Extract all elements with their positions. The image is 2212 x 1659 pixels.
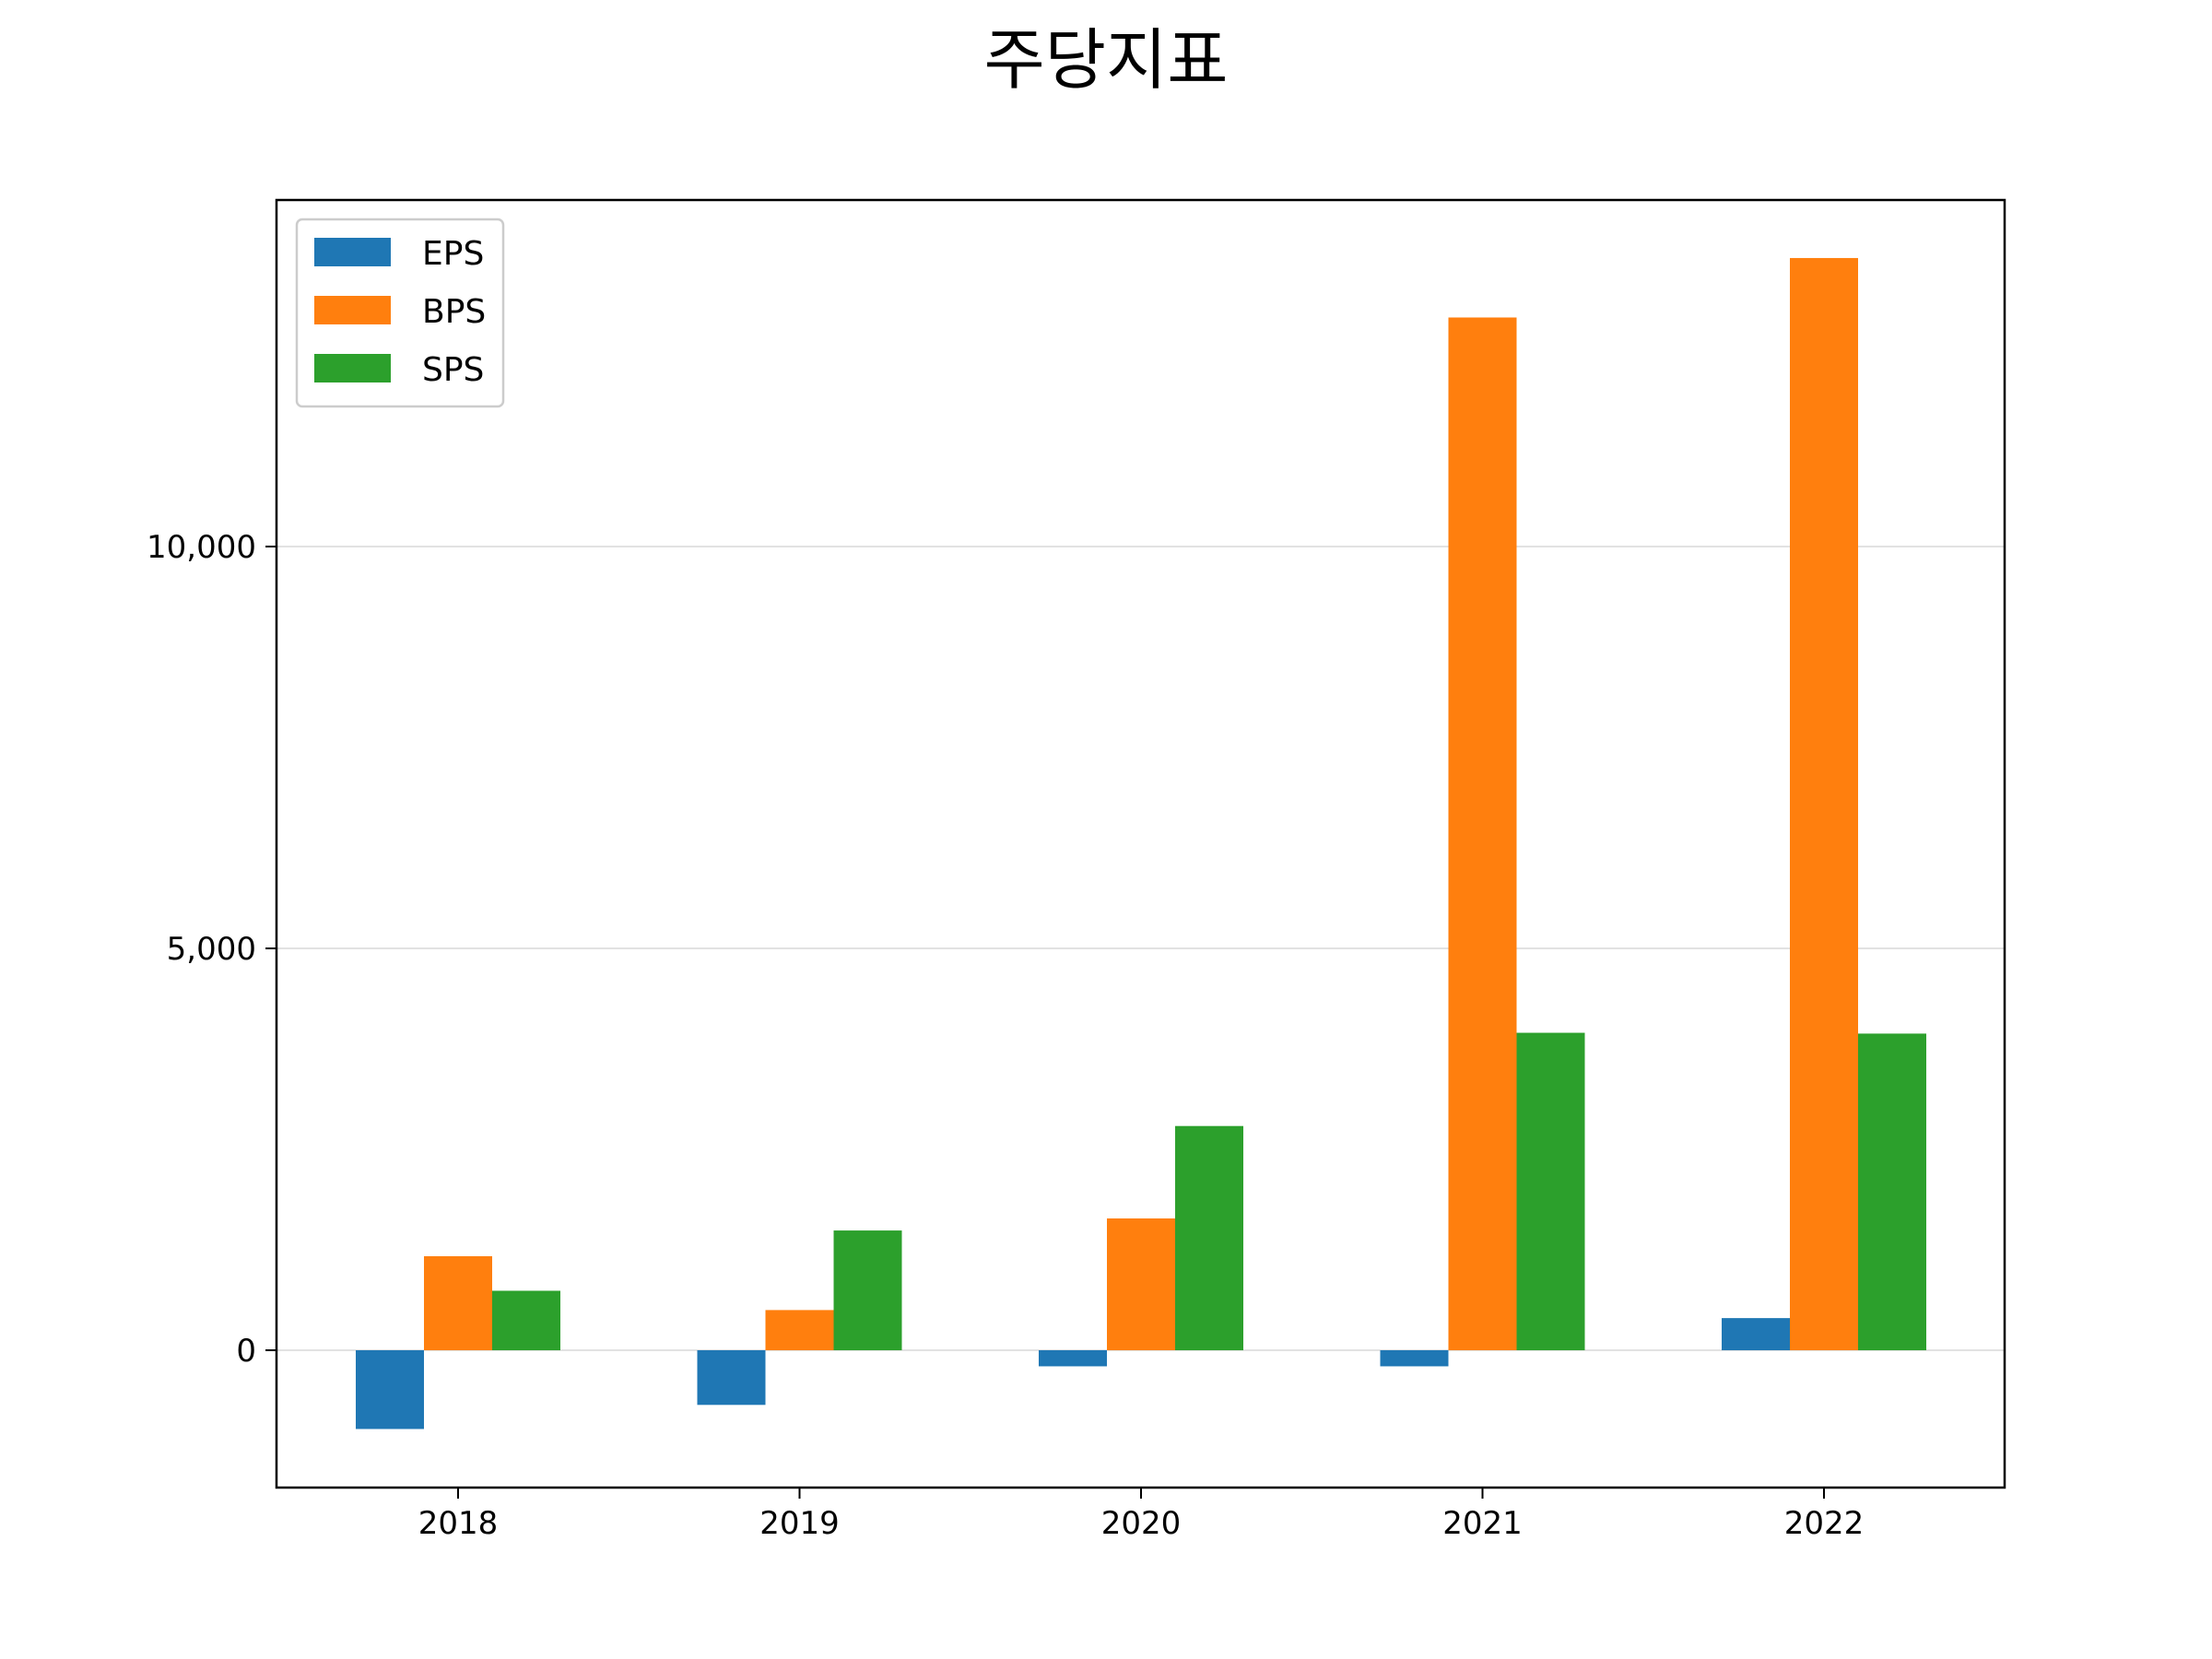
legend-swatch-sps — [314, 354, 391, 382]
bar-bps-2018 — [424, 1255, 492, 1350]
legend-label-eps: EPS — [422, 235, 484, 273]
x-tick-label-2022: 2022 — [1784, 1505, 1865, 1542]
bar-sps-2022 — [1858, 1033, 1926, 1350]
x-tick-label-2019: 2019 — [759, 1505, 840, 1542]
x-tick-label-2018: 2018 — [418, 1505, 499, 1542]
y-axis: 0 5,000 10,000 — [147, 529, 276, 1370]
legend-label-bps: BPS — [422, 293, 486, 331]
y-tick-label-0: 0 — [236, 1333, 256, 1370]
bar-bps-2022 — [1790, 257, 1858, 1350]
bar-bps-2021 — [1448, 317, 1517, 1351]
bar-sps-2020 — [1175, 1125, 1243, 1350]
bar-bps-2019 — [765, 1310, 834, 1350]
y-tick-label-2: 10,000 — [147, 529, 256, 566]
x-tick-label-2020: 2020 — [1101, 1505, 1182, 1542]
bar-eps-2021 — [1380, 1350, 1449, 1367]
bar-sps-2021 — [1516, 1032, 1585, 1350]
chart-title: 주당지표 — [984, 21, 1229, 99]
bar-sps-2018 — [492, 1290, 560, 1350]
legend-swatch-eps — [314, 238, 391, 266]
bar-sps-2019 — [833, 1230, 902, 1350]
bar-eps-2019 — [697, 1350, 766, 1406]
bar-eps-2020 — [1039, 1350, 1107, 1367]
y-tick-label-1: 5,000 — [167, 931, 256, 968]
bar-eps-2022 — [1722, 1318, 1790, 1350]
x-axis: 2018 2019 2020 2021 2022 — [418, 1488, 1865, 1542]
legend-swatch-bps — [314, 296, 391, 324]
legend: EPS BPS SPS — [295, 218, 505, 408]
legend-label-sps: SPS — [422, 351, 484, 389]
x-tick-label-2021: 2021 — [1442, 1505, 1523, 1542]
bars — [356, 257, 1926, 1430]
bar-eps-2018 — [356, 1350, 424, 1430]
bar-bps-2020 — [1107, 1218, 1175, 1350]
